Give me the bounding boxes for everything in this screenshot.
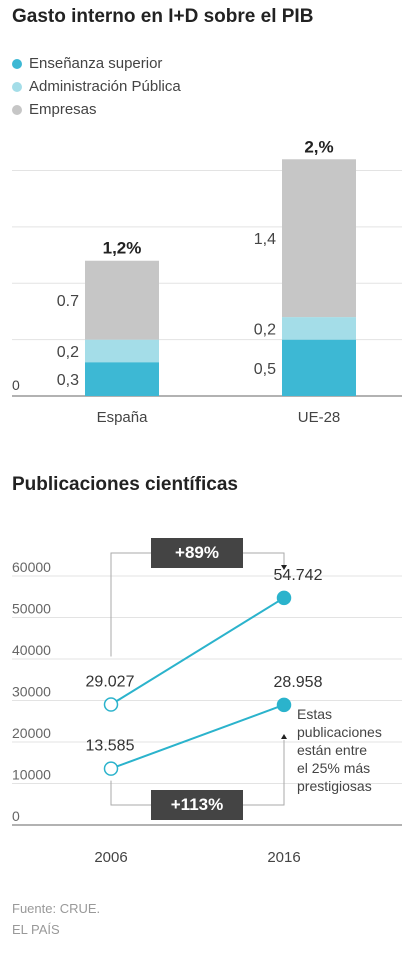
publisher-credit: EL PAÍS xyxy=(12,922,60,937)
note-line: el 25% más xyxy=(297,760,371,776)
legend-label: Empresas xyxy=(29,101,97,118)
y-tick-label: 60000 xyxy=(12,559,51,575)
bracket-arrow xyxy=(281,565,287,570)
bar-chart: 0 0,3 0,2 0.7 1,2% España 0,5 0,2 1,4 2,% UE-28 xyxy=(12,137,402,426)
legend-label: Enseñanza superior xyxy=(29,55,163,72)
bracket-line xyxy=(243,740,285,806)
bar-segment xyxy=(85,362,159,396)
legend-swatch xyxy=(12,81,22,92)
bar-segment xyxy=(85,260,159,340)
growth-callout-prestigious: +113% xyxy=(151,790,243,820)
bar-chart-legend: Enseñanza superior Administración Públic… xyxy=(12,52,181,121)
y-tick-label: 30000 xyxy=(12,684,51,700)
bar-chart-title: Gasto interno en I+D sobre el PIB xyxy=(12,6,314,27)
category-label: España xyxy=(97,409,149,426)
bar-total-label: 1,2% xyxy=(103,239,142,258)
legend-item-administracion: Administración Pública xyxy=(12,75,181,98)
segment-value-label: 0.7 xyxy=(57,293,79,310)
legend-item-ensenanza: Enseñanza superior xyxy=(12,52,181,75)
line-chart: 60000 50000 40000 30000 20000 10000 0 2006 2016 2… xyxy=(12,552,402,866)
category-label: UE-28 xyxy=(298,409,341,426)
bar-segment xyxy=(282,317,356,340)
bracket-arrow xyxy=(281,734,287,739)
prestigious-note: Estas publicaciones están entre el 25% m… xyxy=(297,705,407,795)
data-label-2016: 28.958 xyxy=(274,674,323,691)
series-line xyxy=(110,703,285,770)
y-tick-label: 10000 xyxy=(12,767,51,783)
bracket-line xyxy=(243,552,285,566)
data-point-2006 xyxy=(103,697,119,712)
note-line: Estas xyxy=(297,706,333,722)
bar-segment xyxy=(282,339,356,396)
note-line: prestigiosas xyxy=(297,778,372,794)
segment-value-label: 0,3 xyxy=(57,372,79,389)
x-tick-label: 2006 xyxy=(94,849,127,866)
data-label-2006: 13.585 xyxy=(86,738,135,755)
data-label-2006: 29.027 xyxy=(86,674,135,691)
x-tick-label: 2016 xyxy=(267,849,300,866)
bar-segment xyxy=(85,339,159,363)
y-tick-label: 20000 xyxy=(12,725,51,741)
bracket-line xyxy=(110,780,151,806)
bar-segment xyxy=(282,159,356,318)
source-credit: Fuente: CRUE. xyxy=(12,901,101,916)
note-line: publicaciones xyxy=(297,724,382,740)
data-point-2016 xyxy=(276,697,292,713)
bracket-line xyxy=(110,552,151,657)
y-tick-label: 40000 xyxy=(12,642,51,658)
bar-total-label: 2,% xyxy=(304,137,333,156)
segment-value-label: 0,2 xyxy=(254,321,276,338)
line-chart-title: Publicaciones científicas xyxy=(12,474,238,495)
legend-swatch xyxy=(12,58,22,69)
segment-value-label: 1,4 xyxy=(254,231,276,248)
y-zero-label: 0 xyxy=(12,377,20,393)
legend-label: Administración Pública xyxy=(29,78,181,95)
data-label-2016: 54.742 xyxy=(274,567,323,584)
series-line xyxy=(110,596,285,706)
data-point-2006 xyxy=(103,761,119,776)
y-tick-label: 0 xyxy=(12,808,20,824)
note-line: están entre xyxy=(297,742,368,758)
data-point-2016 xyxy=(276,590,292,606)
y-tick-label: 50000 xyxy=(12,601,51,617)
segment-value-label: 0,2 xyxy=(57,344,79,361)
legend-swatch xyxy=(12,104,22,115)
growth-callout-total: +89% xyxy=(151,538,243,568)
legend-item-empresas: Empresas xyxy=(12,98,181,121)
segment-value-label: 0,5 xyxy=(254,361,276,378)
